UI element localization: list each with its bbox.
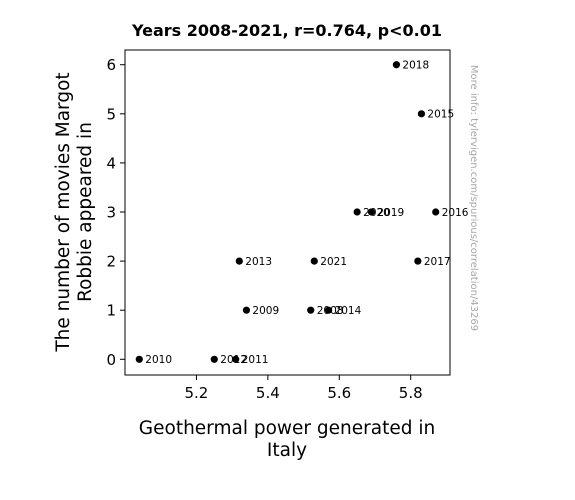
data-point-label-2021: 2021 — [320, 256, 347, 268]
y-axis: 0 1 2 3 4 5 6 — [106, 56, 125, 369]
data-point-label-2016: 2016 — [442, 207, 469, 219]
y-tick-label-0: 0 — [106, 351, 116, 369]
data-point-2019 — [367, 208, 376, 216]
y-tick-label-3: 3 — [106, 204, 116, 222]
data-point-label-2020: 2020 — [363, 207, 390, 219]
data-point-2009 — [242, 306, 251, 314]
chart-title: Years 2008-2021, r=0.764, p<0.01 — [131, 21, 442, 40]
data-point-2008 — [307, 306, 315, 314]
y-tick-label-2: 2 — [106, 253, 116, 271]
x-axis-label-line-2: Italy — [267, 440, 307, 461]
data-point-2015 — [417, 110, 426, 118]
y-axis-label-line-2: Robbie appeared in — [75, 122, 96, 302]
data-point-label-2019: 2019 — [377, 207, 404, 219]
y-tick-label-4: 4 — [106, 154, 116, 172]
data-point-2014 — [324, 306, 333, 314]
data-point-label-2012: 2012 — [220, 354, 247, 366]
data-point-label-2015: 2015 — [427, 109, 454, 121]
y-tick-label-5: 5 — [106, 105, 116, 123]
data-point-2018 — [392, 61, 401, 69]
data-point-2011 — [232, 355, 240, 363]
data-point-2016 — [432, 208, 440, 216]
x-tick-label-0: 5.2 — [184, 384, 208, 402]
data-point-2010 — [135, 355, 143, 363]
x-tick-label-1: 5.4 — [256, 384, 280, 402]
data-points: 2008200920102011201220132014201520162017… — [135, 60, 469, 366]
data-point-label-2013: 2013 — [245, 256, 272, 268]
data-point-label-2014: 2014 — [335, 305, 362, 317]
data-point-2013 — [235, 257, 243, 265]
y-tick-label-6: 6 — [106, 56, 116, 74]
data-point-label-2009: 2009 — [252, 305, 279, 317]
data-point-2012 — [210, 355, 218, 363]
data-point-2020 — [353, 208, 361, 216]
x-tick-label-3: 5.8 — [399, 384, 423, 402]
data-point-2021 — [310, 257, 318, 265]
data-point-label-2011: 2011 — [242, 354, 269, 366]
x-axis-label-line-1: Geothermal power generated in — [139, 418, 435, 439]
data-point-label-2017: 2017 — [424, 256, 451, 268]
data-point-label-2018: 2018 — [402, 60, 429, 72]
x-tick-label-2: 5.6 — [327, 384, 351, 402]
y-tick-label-1: 1 — [106, 302, 116, 320]
data-point-2017 — [414, 257, 422, 265]
y-axis-label-line-1: The number of movies Margot — [53, 72, 74, 352]
x-axis: 5.2 5.4 5.6 5.8 — [184, 375, 423, 402]
data-point-label-2010: 2010 — [145, 354, 172, 366]
watermark-text: More info: tylervigen.com/spurious/corre… — [468, 65, 479, 331]
